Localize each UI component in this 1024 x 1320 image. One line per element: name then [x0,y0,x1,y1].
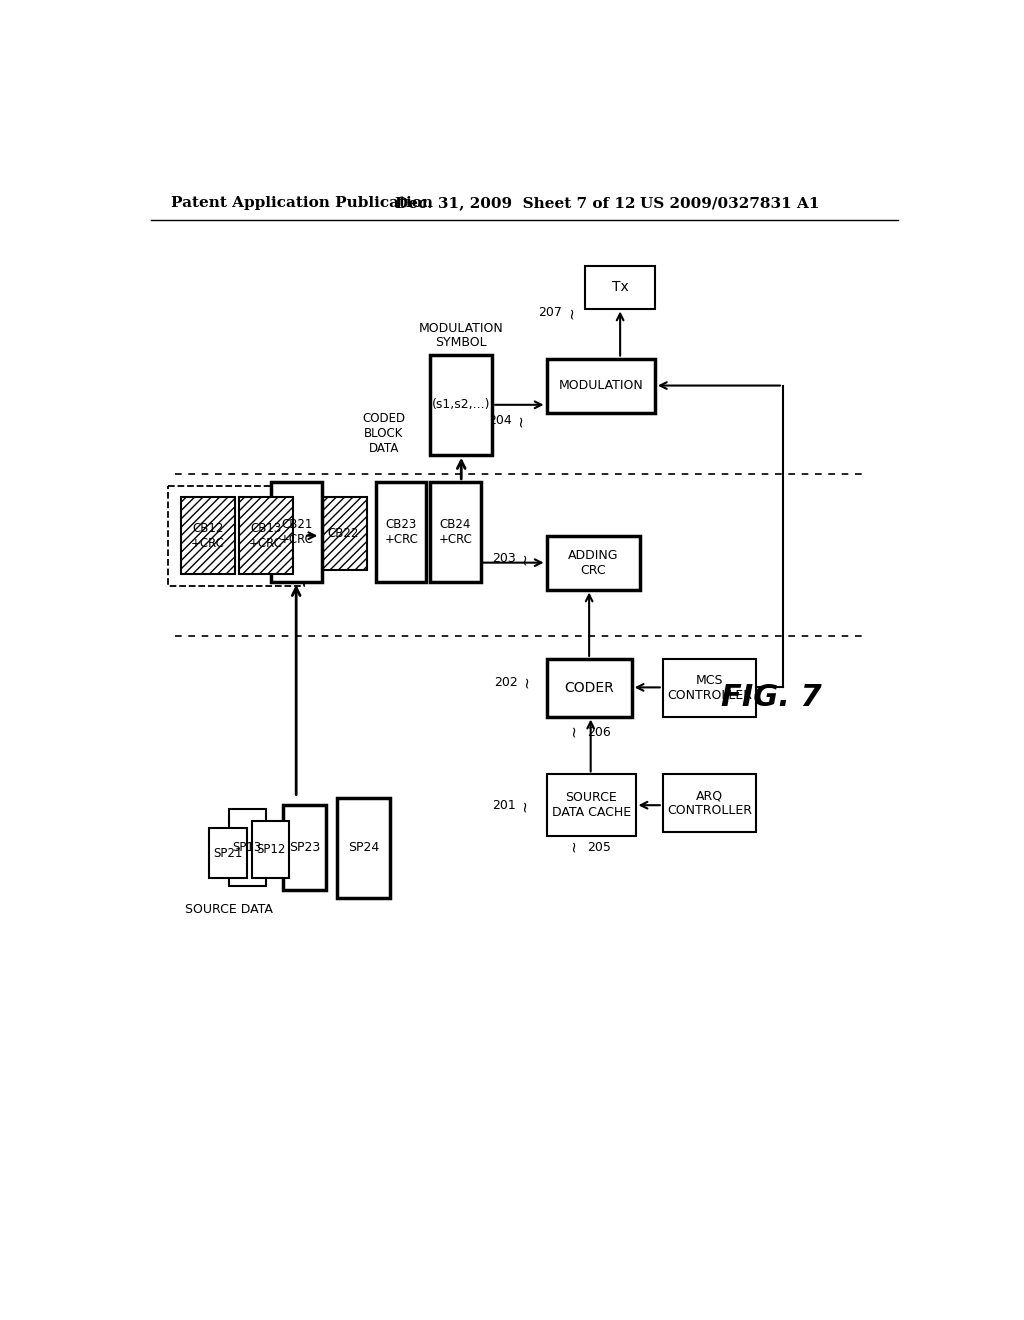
Text: SP13: SP13 [232,841,262,854]
Bar [663,659,756,717]
Text: ARQ
CONTROLLER: ARQ CONTROLLER [667,789,752,817]
Text: ~: ~ [513,414,528,426]
Text: SP23: SP23 [289,841,319,854]
Bar [430,482,480,582]
Text: 207: 207 [539,306,562,319]
Bar [547,359,655,413]
Bar [228,809,266,886]
Text: Patent Application Publication: Patent Application Publication [171,197,432,210]
Text: CB21
+CRC: CB21 +CRC [280,517,313,546]
Bar [547,775,636,836]
Text: 203: 203 [492,552,515,565]
Bar [376,482,426,582]
Text: ~: ~ [517,553,532,565]
Bar [586,267,655,309]
Text: 204: 204 [487,413,512,426]
Text: 202: 202 [494,676,518,689]
Text: CB24
+CRC: CB24 +CRC [438,517,472,546]
Text: SP12: SP12 [256,843,286,855]
Text: 201: 201 [492,799,515,812]
Text: ~: ~ [566,725,582,737]
Text: ADDING
CRC: ADDING CRC [567,549,618,577]
Text: CODER: CODER [564,681,614,694]
Text: SOURCE
DATA CACHE: SOURCE DATA CACHE [552,791,631,820]
Bar [430,355,493,455]
Bar [337,797,390,898]
Text: CB23
+CRC: CB23 +CRC [384,517,418,546]
Bar [663,775,756,832]
Bar [321,498,367,570]
Text: MCS
CONTROLLER: MCS CONTROLLER [667,673,752,702]
Text: SP24: SP24 [348,841,379,854]
Text: ~: ~ [563,306,579,318]
Text: ~: ~ [566,840,582,853]
Bar [547,536,640,590]
Text: Dec. 31, 2009  Sheet 7 of 12: Dec. 31, 2009 Sheet 7 of 12 [395,197,636,210]
Text: CB13
+CRC: CB13 +CRC [249,521,283,549]
Bar [283,805,326,890]
Text: CB22: CB22 [328,527,359,540]
Text: SP21: SP21 [213,847,243,859]
Text: 206: 206 [588,726,611,739]
Text: US 2009/0327831 A1: US 2009/0327831 A1 [640,197,819,210]
Text: ~: ~ [517,799,532,812]
Bar [239,498,293,574]
Text: Tx: Tx [611,280,629,294]
Bar [168,486,304,586]
Text: (s1,s2,...): (s1,s2,...) [432,399,490,412]
Bar [271,482,322,582]
Text: CB12
+CRC: CB12 +CRC [190,521,224,549]
Text: ~: ~ [519,676,535,688]
Text: MODULATION
SYMBOL: MODULATION SYMBOL [419,322,504,350]
Bar [547,659,632,717]
Text: CODED
BLOCK
DATA: CODED BLOCK DATA [362,412,406,455]
Bar [180,498,234,574]
Bar [252,821,289,878]
Text: SOURCE DATA: SOURCE DATA [184,903,272,916]
Text: FIG. 7: FIG. 7 [721,682,821,711]
Text: 205: 205 [588,841,611,854]
Text: MODULATION: MODULATION [558,379,643,392]
Bar [209,829,247,878]
